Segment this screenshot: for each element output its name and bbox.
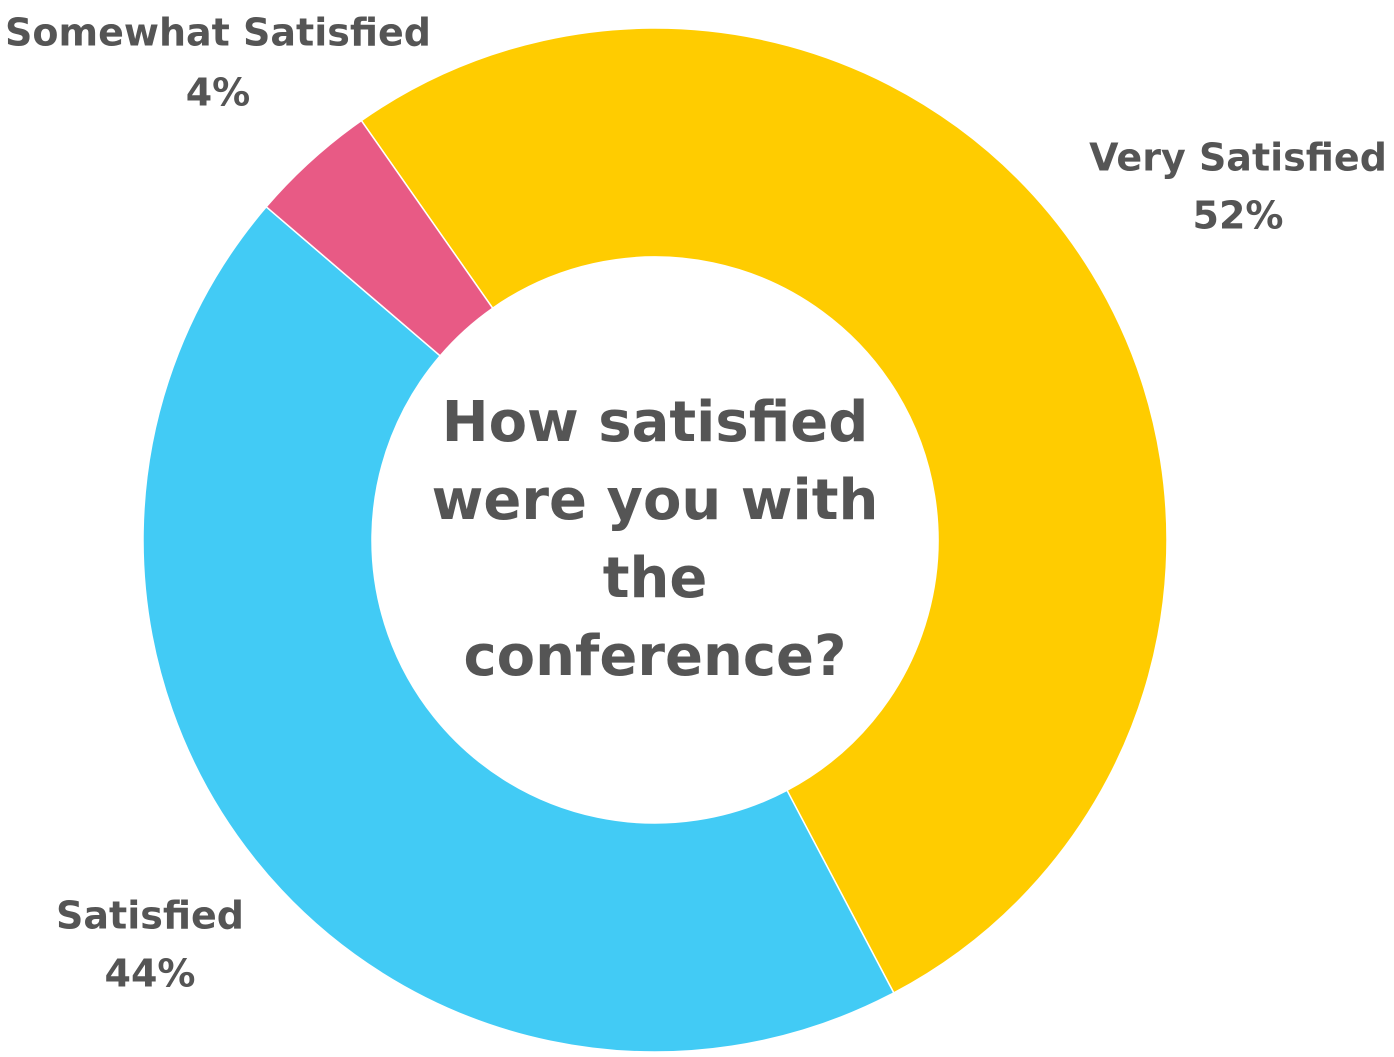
value-label: 4% xyxy=(186,71,251,115)
value-label: 44% xyxy=(105,952,196,996)
donut-segment xyxy=(142,205,895,1053)
value-label: 52% xyxy=(1193,194,1284,238)
category-label: Somewhat Satisfied xyxy=(5,11,431,55)
category-label: Very Satisfied xyxy=(1089,136,1387,180)
chart-title: How satisfied were you with the conferen… xyxy=(431,390,879,689)
donut-segment xyxy=(360,27,1168,994)
category-label: Satisfied xyxy=(56,894,244,938)
donut-segment xyxy=(265,119,494,357)
